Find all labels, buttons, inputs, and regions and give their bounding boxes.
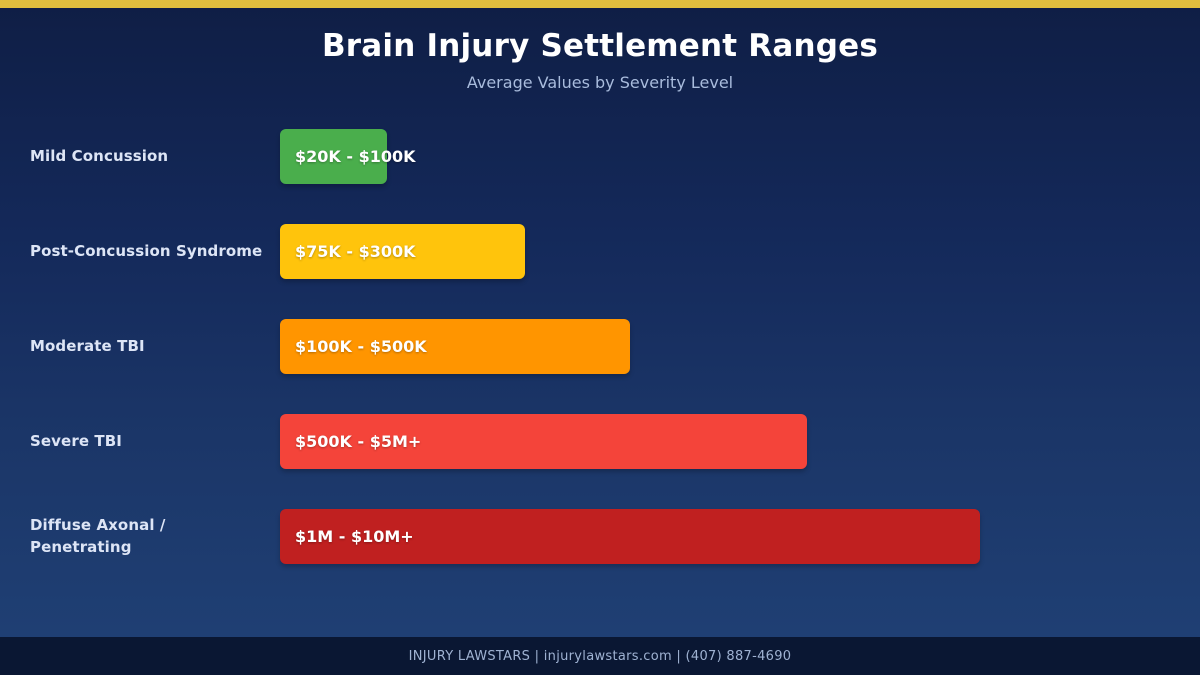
page-title: Brain Injury Settlement Ranges	[321, 28, 879, 64]
bar-track: $500K - $5M+	[280, 414, 807, 469]
bar-segment	[280, 319, 630, 374]
poster-header: Brain Injury Settlement Ranges Average V…	[0, 8, 1200, 92]
bar-value-label: $500K - $5M+	[295, 432, 422, 451]
chart-row: Moderate TBI $100K - $500K	[0, 309, 1200, 404]
page-subtitle: Average Values by Severity Level	[466, 73, 734, 93]
chart-row: Diffuse Axonal / Penetrating $1M - $10M+	[0, 499, 1200, 594]
bar-value-label: $75K - $300K	[295, 242, 416, 261]
chart-row: Severe TBI $500K - $5M+	[0, 404, 1200, 499]
bar-category-label: Post-Concussion Syndrome	[30, 241, 263, 260]
bar-value-label: $1M - $10M+	[295, 527, 414, 546]
bar-chart: Mild Concussion $20K - $100K Post-Concus…	[0, 119, 1200, 594]
bar-segment	[280, 224, 525, 279]
bar-value-label: $20K - $100K	[295, 147, 416, 166]
bar-segment	[280, 414, 807, 469]
bar-track: $1M - $10M+	[280, 509, 980, 564]
bar-category-label: Moderate TBI	[30, 336, 145, 355]
footer-credit-text: INJURY LAWSTARS | injurylawstars.com | (…	[408, 648, 792, 664]
top-accent-bar	[0, 0, 1200, 8]
bar-value-label: $100K - $500K	[295, 337, 427, 356]
bar-segment	[280, 129, 387, 184]
bar-category-label: Severe TBI	[30, 431, 122, 450]
bar-segment	[280, 509, 980, 564]
chart-row: Mild Concussion $20K - $100K	[0, 119, 1200, 214]
bar-track: $20K - $100K	[280, 129, 416, 184]
bar-track: $75K - $300K	[280, 224, 525, 279]
bar-category-label: Mild Concussion	[30, 146, 169, 165]
chart-row: Post-Concussion Syndrome $75K - $300K	[0, 214, 1200, 309]
bar-track: $100K - $500K	[280, 319, 630, 374]
footer-bar: INJURY LAWSTARS | injurylawstars.com | (…	[0, 637, 1200, 675]
bar-category-label: Diffuse Axonal / Penetrating	[30, 515, 166, 556]
